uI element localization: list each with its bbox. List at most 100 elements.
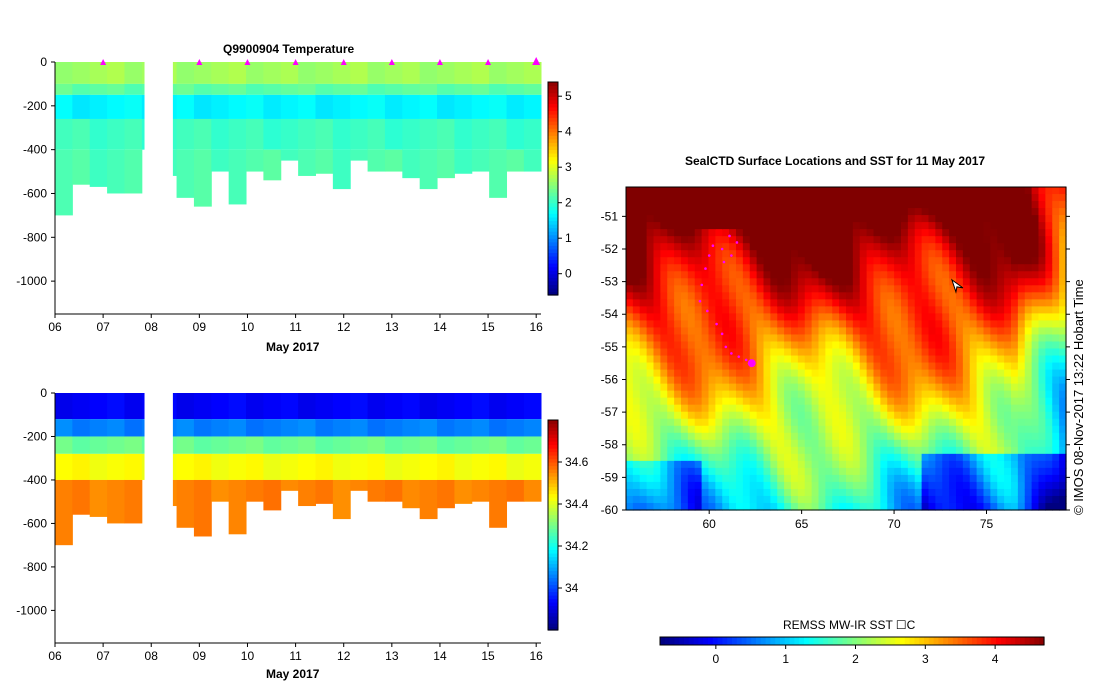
sst-cell <box>749 355 758 364</box>
sst-cell <box>626 383 634 392</box>
sst-cell <box>942 383 950 392</box>
sst-cell <box>914 495 923 504</box>
profile-cell <box>89 83 108 95</box>
sst-cell <box>1038 446 1046 455</box>
sst-cell <box>1052 355 1060 364</box>
sst-cell <box>976 236 985 244</box>
sst-cell <box>976 194 985 202</box>
sst-cell <box>639 222 648 230</box>
sst-cell <box>839 292 847 300</box>
sst-cell <box>1038 467 1046 476</box>
sst-cell <box>1024 397 1033 406</box>
sst-cell <box>729 250 737 258</box>
track-point <box>722 260 726 264</box>
sst-cell <box>825 250 833 258</box>
colorbar-swatch <box>548 248 558 253</box>
sst-cell <box>962 348 971 357</box>
sst-cell <box>626 320 634 329</box>
sst-cell <box>921 292 930 300</box>
profile-cell <box>402 436 421 454</box>
sst-cell <box>639 488 648 497</box>
sst-cell <box>1017 222 1026 230</box>
sst-cell <box>873 390 881 399</box>
sst-cell <box>763 194 771 202</box>
sst-cell <box>983 229 991 237</box>
sst-cell <box>1004 460 1012 469</box>
sst-cell <box>880 460 888 469</box>
sst-cell <box>701 376 710 385</box>
sst-cell <box>1004 327 1012 336</box>
sst-cell <box>859 376 868 385</box>
profile-cell <box>471 453 490 480</box>
sst-cell <box>1031 411 1040 420</box>
sst-cell <box>770 355 778 364</box>
sst-cell <box>1038 208 1046 216</box>
sst-cell <box>956 432 964 441</box>
profile-cell <box>298 393 316 420</box>
sst-cell <box>873 446 881 455</box>
sst-cell <box>825 397 833 406</box>
profile-cell <box>489 118 508 150</box>
sst-cell <box>887 453 895 462</box>
sst-cell <box>873 397 881 406</box>
sst-cell <box>742 208 751 216</box>
sst-cell <box>997 327 1005 336</box>
sst-cell <box>859 502 868 511</box>
map-y-tick-label: -57 <box>601 405 619 419</box>
sst-cell <box>687 460 696 469</box>
sst-cell <box>811 376 820 385</box>
sst-cell <box>825 488 833 497</box>
sst-cell <box>1024 348 1033 357</box>
profile-cell <box>124 419 143 437</box>
sst-cell <box>784 481 792 490</box>
sst-cell <box>839 425 847 434</box>
sst-cell <box>777 215 785 223</box>
sst-cell <box>715 229 723 237</box>
sst-cell <box>729 243 737 251</box>
sst-cell <box>956 271 964 279</box>
sst-cell <box>969 348 978 357</box>
profile-cell <box>384 436 403 454</box>
sst-cell <box>1038 397 1046 406</box>
sst-cell <box>921 467 930 476</box>
sst-cell <box>674 432 682 441</box>
sst-cell <box>942 474 950 483</box>
sst-cell <box>907 348 916 357</box>
sst-cell <box>715 502 723 511</box>
sst-cell <box>976 502 985 511</box>
sst-cell <box>708 460 716 469</box>
colorbar-swatch <box>789 637 795 645</box>
sst-cell <box>997 425 1005 434</box>
sst-cell <box>1011 208 1019 216</box>
sst-cell <box>797 341 806 350</box>
profile-cell <box>172 94 178 119</box>
profile-cell <box>176 436 195 454</box>
sst-cell <box>997 355 1005 364</box>
sst-cell <box>949 495 957 504</box>
sst-cell <box>866 341 875 350</box>
sst-cell <box>852 439 861 448</box>
sst-cell <box>804 327 813 336</box>
sst-cell <box>832 502 840 511</box>
sst-cell <box>646 411 655 420</box>
sst-cell <box>949 348 957 357</box>
sst-cell <box>921 495 930 504</box>
sst-cell <box>956 488 964 497</box>
sst-cell <box>715 397 723 406</box>
sst-cell <box>962 257 971 265</box>
sst-cell <box>770 208 778 216</box>
sst-cell <box>942 278 950 286</box>
sst-cell <box>756 348 765 357</box>
sst-cell <box>921 278 930 286</box>
sst-cell <box>935 488 943 497</box>
sst-cell <box>687 446 696 455</box>
sst-cell <box>708 208 716 216</box>
sst-cell <box>914 271 923 279</box>
sst-cell <box>1011 432 1019 441</box>
profile-cell <box>437 436 455 454</box>
sst-cell <box>825 264 833 272</box>
sst-cell <box>770 369 778 378</box>
sst-cell <box>660 243 668 251</box>
sst-cell <box>976 446 985 455</box>
sst-cell <box>694 369 703 378</box>
